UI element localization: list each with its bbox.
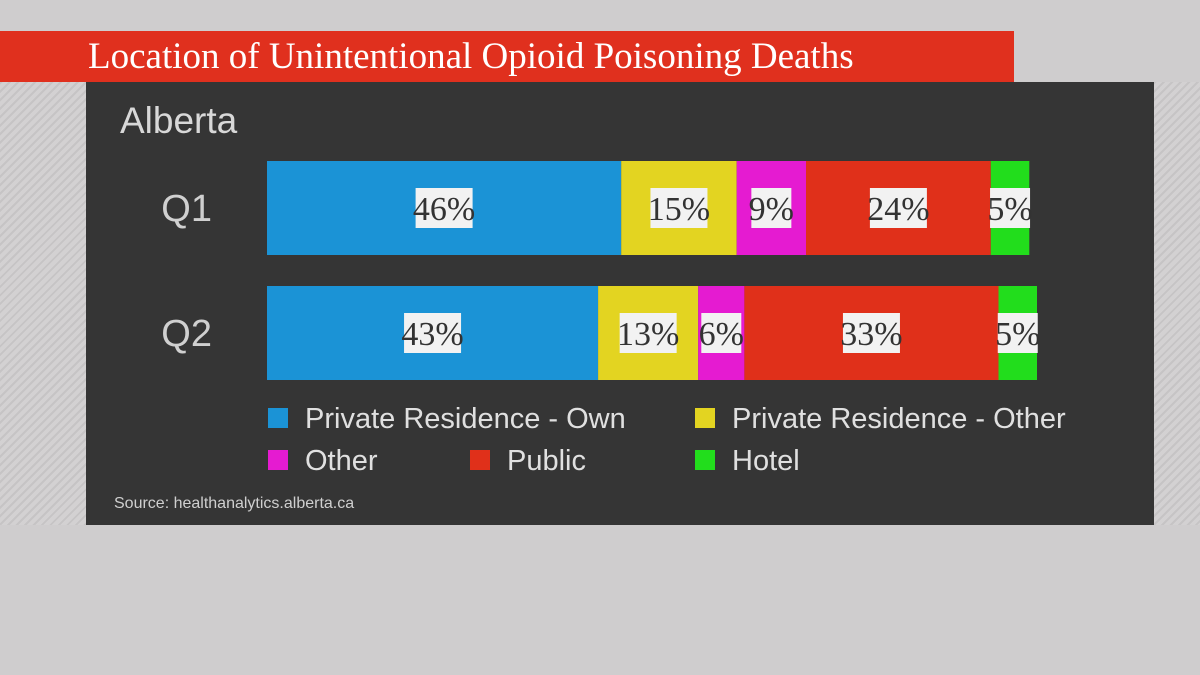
legend-label-4: Hotel — [732, 445, 800, 477]
data-label-q1-0: 46% — [413, 191, 475, 228]
data-label-bg-q2-4 — [997, 313, 1038, 353]
data-label-bg-q2-1 — [619, 313, 677, 353]
data-label-bg-q1-2 — [751, 188, 792, 228]
data-label-q1-2: 9% — [749, 191, 794, 228]
legend-swatch-3 — [470, 450, 490, 470]
legend-swatch-4 — [695, 450, 715, 470]
legend-swatch-0 — [268, 408, 288, 428]
data-label-bg-q1-0 — [415, 188, 473, 228]
data-label-bg-q1-1 — [650, 188, 708, 228]
data-label-q2-3: 33% — [840, 316, 902, 353]
hatch-left — [0, 82, 86, 525]
chart-subtitle: Alberta — [120, 100, 238, 141]
data-label-bg-q1-3 — [869, 188, 927, 228]
data-label-bg-q1-4 — [990, 188, 1031, 228]
legend-label-3: Public — [507, 445, 586, 477]
legend-swatch-2 — [268, 450, 288, 470]
title-bar: Location of Unintentional Opioid Poisoni… — [0, 31, 1014, 82]
data-label-q2-0: 43% — [401, 316, 463, 353]
data-label-bg-q2-0 — [404, 313, 462, 353]
chart-panel: Alberta Q1 46% 15% 9% 24% 5% Q2 43% 13% 6% 33% 5% Pr… — [86, 82, 1154, 525]
data-label-q1-4: 5% — [987, 191, 1032, 228]
legend-label-2: Other — [305, 445, 378, 477]
stacked-bar-chart: Q1 46% 15% 9% 24% 5% Q2 43% 13% 6% 33% 5% Private Re… — [161, 161, 1066, 477]
chart-title: Location of Unintentional Opioid Poisoni… — [88, 36, 854, 77]
data-label-bg-q2-2 — [701, 313, 742, 353]
hatch-right — [1154, 82, 1200, 525]
data-label-q2-2: 6% — [699, 316, 744, 353]
category-label-q1: Q1 — [161, 188, 212, 230]
source-note: Source: healthanalytics.alberta.ca — [114, 495, 355, 512]
data-label-bg-q2-3 — [842, 313, 900, 353]
data-label-q2-4: 5% — [995, 316, 1040, 353]
data-label-q1-1: 15% — [648, 191, 710, 228]
category-label-q2: Q2 — [161, 313, 212, 355]
data-label-q2-1: 13% — [617, 316, 679, 353]
legend-label-0: Private Residence - Own — [305, 403, 626, 435]
data-label-q1-3: 24% — [867, 191, 929, 228]
legend-label-1: Private Residence - Other — [732, 403, 1066, 435]
legend-swatch-1 — [695, 408, 715, 428]
